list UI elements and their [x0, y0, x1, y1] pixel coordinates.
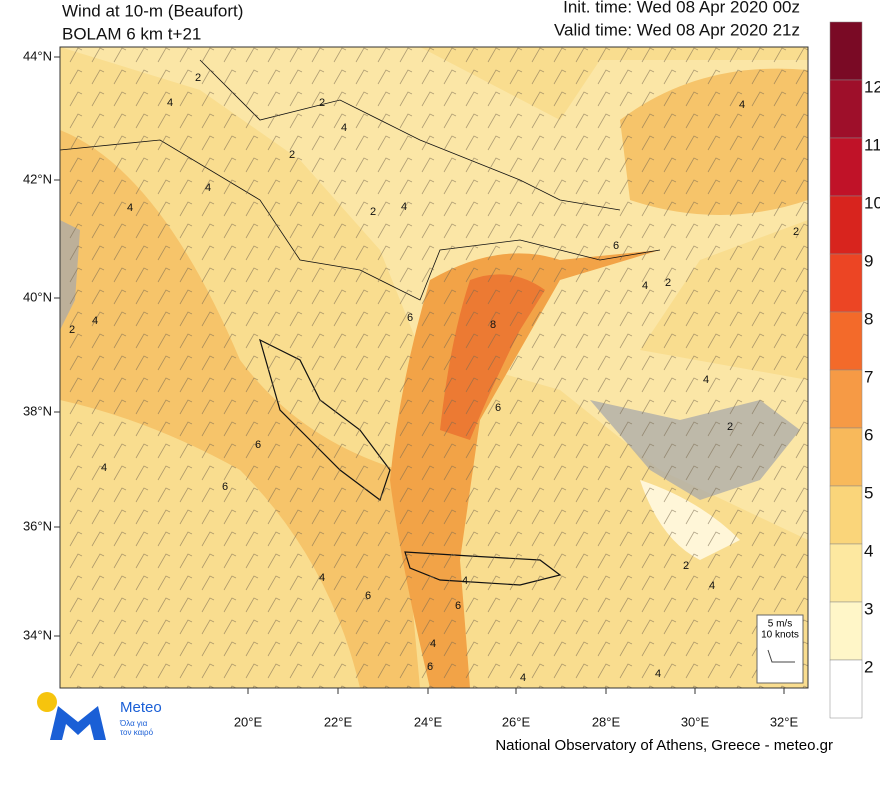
- colorbar-label: 7: [864, 367, 873, 386]
- colorbar-box: [829, 253, 863, 313]
- contour-label: 4: [739, 99, 745, 111]
- colorbar-box: [829, 137, 863, 197]
- logo-name: Meteo: [120, 699, 162, 716]
- map-frame: [59, 46, 809, 689]
- colorbar-box: [829, 21, 863, 81]
- colorbar-box: [829, 543, 863, 603]
- subtitle: BOLAM 6 km t+21: [62, 24, 201, 43]
- contour-label: 6: [255, 439, 261, 451]
- colorbar-box: [829, 369, 863, 429]
- contour-label: 6: [455, 600, 461, 612]
- contour-label: 6: [495, 402, 501, 414]
- lon-label: 30°E: [681, 714, 710, 729]
- contour-label: 4: [341, 122, 347, 134]
- lon-label: 32°E: [770, 714, 799, 729]
- colorbar-label: 11: [864, 135, 880, 154]
- contour-label: 4: [127, 202, 133, 214]
- scale-barb: [767, 649, 795, 663]
- logo-tagline: Όλα για: [119, 719, 148, 728]
- colorbar-label: 2: [864, 657, 873, 676]
- contour-label: 4: [462, 575, 468, 587]
- colorbar-box: [829, 427, 863, 487]
- lat-label: 36°N: [23, 518, 52, 533]
- contour-label: 2: [683, 560, 689, 572]
- scale-knots: 10 knots: [761, 630, 799, 641]
- contour-label: 2: [727, 421, 733, 433]
- colorbar-label: 3: [864, 599, 873, 618]
- scale-box: 5 m/s 10 knots: [756, 614, 804, 684]
- init-time: Init. time: Wed 08 Apr 2020 00z: [563, 0, 800, 16]
- lon-label: 24°E: [414, 714, 443, 729]
- contour-label: 4: [709, 580, 715, 592]
- contour-label: 4: [319, 572, 325, 584]
- colorbar-box: [829, 485, 863, 545]
- contour-label: 2: [319, 97, 325, 109]
- lon-label: 28°E: [592, 714, 621, 729]
- colorbar-box: [829, 195, 863, 255]
- colorbar-box: [829, 601, 863, 661]
- contour-label: 4: [205, 182, 211, 194]
- contour-label: 8: [490, 319, 496, 331]
- contour-label: 6: [365, 590, 371, 602]
- contour-label: 2: [665, 277, 671, 289]
- logo-tagline: τον καιρό: [120, 728, 154, 737]
- contour-label: 4: [92, 315, 98, 327]
- wind-barbs: [60, 47, 808, 688]
- logo: Meteo Όλα για τον καιρό: [37, 692, 162, 740]
- lat-label: 42°N: [23, 171, 52, 186]
- contour-label: 2: [370, 206, 376, 218]
- lon-label: 26°E: [502, 714, 531, 729]
- colorbar-box: [829, 79, 863, 139]
- lat-label: 38°N: [23, 403, 52, 418]
- contour-label: 2: [793, 226, 799, 238]
- contour-label: 6: [613, 240, 619, 252]
- contour-label: 6: [427, 661, 433, 673]
- contour-label: 4: [401, 201, 407, 213]
- contour-label: 2: [289, 149, 295, 161]
- colorbar-label: 12: [864, 77, 880, 96]
- contour-label: 6: [222, 481, 228, 493]
- contour-label: 4: [101, 462, 107, 474]
- colorbar-box: [829, 311, 863, 371]
- footer: National Observatory of Athens, Greece -…: [495, 737, 833, 754]
- lat-label: 44°N: [23, 48, 52, 63]
- colorbar-label: 4: [864, 541, 873, 560]
- contour-label: 4: [655, 668, 661, 680]
- lon-label: 22°E: [324, 714, 353, 729]
- scale-box-frame: [756, 614, 804, 684]
- logo-sun: [37, 692, 57, 712]
- contour-label: 4: [703, 374, 709, 386]
- title: Wind at 10-m (Beaufort): [62, 1, 243, 20]
- scale-speed: 5 m/s: [768, 619, 792, 630]
- contour-label: 4: [642, 280, 648, 292]
- colorbar-box: [829, 659, 863, 719]
- contour-label: 4: [167, 97, 173, 109]
- colorbar-label: 5: [864, 483, 873, 502]
- contour-label: 2: [69, 324, 75, 336]
- colorbar-label: 10: [864, 193, 880, 212]
- colorbar-label: 9: [864, 251, 873, 270]
- valid-time: Valid time: Wed 08 Apr 2020 21z: [554, 20, 800, 39]
- logo-mark: [50, 706, 106, 740]
- lon-label: 20°E: [234, 714, 263, 729]
- colorbar-label: 6: [864, 425, 873, 444]
- contour-label: 4: [520, 672, 526, 684]
- map-area: [60, 47, 808, 688]
- colorbar-label: 8: [864, 309, 873, 328]
- contour-label: 6: [407, 312, 413, 324]
- contour-label: 2: [195, 72, 201, 84]
- lat-label: 34°N: [23, 627, 52, 642]
- contour-label: 4: [430, 638, 436, 650]
- lat-label: 40°N: [23, 289, 52, 304]
